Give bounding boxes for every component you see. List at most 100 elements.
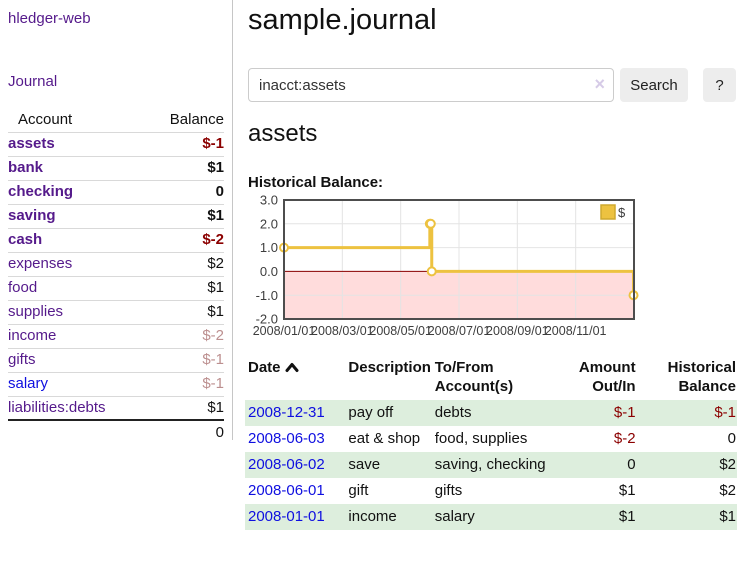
sidebar-account-saving[interactable]: saving xyxy=(8,207,56,224)
account-column-header: Account xyxy=(8,108,139,133)
transaction-description: eat & shop xyxy=(348,430,421,447)
account-balance: $1 xyxy=(138,204,224,229)
x-axis-tick-label: 2008/03/01 xyxy=(311,324,374,338)
register-table: Date Description To/From Account(s) Amou… xyxy=(245,356,737,530)
chart-title: Historical Balance: xyxy=(248,174,384,191)
account-row: salary $-1 xyxy=(8,372,224,397)
account-row: expenses $2 xyxy=(8,252,224,277)
register-row: 2008-01-01 income salary $1 $1 xyxy=(245,504,737,530)
account-row: checking 0 xyxy=(8,180,224,205)
transaction-accounts: saving, checking xyxy=(431,452,549,478)
transaction-balance: $-1 xyxy=(636,400,737,426)
chart-canvas: 3.0 2.0 1.0 0.0 -1.0 -2.02008/01/012008/03/01… xyxy=(253,193,639,338)
transaction-accounts: debts xyxy=(431,400,549,426)
sort-ascending-icon xyxy=(285,359,299,378)
sidebar-account-expenses[interactable]: expenses xyxy=(8,255,73,272)
account-balance-table: Account Balance assets $-1 bank $1 check… xyxy=(8,108,224,444)
accounts-total-row: 0 xyxy=(8,419,224,444)
account-balance: $-1 xyxy=(138,348,224,373)
legend-label: $ xyxy=(618,205,626,220)
transaction-accounts: salary xyxy=(431,504,549,530)
account-row: income $-2 xyxy=(8,324,224,349)
account-row: cash $-2 xyxy=(8,228,224,253)
sidebar-account-checking[interactable]: checking xyxy=(8,183,74,200)
historical-balance-chart: 3.0 2.0 1.0 0.0 -1.0 -2.0 2008/01/01 2008/03/01… xyxy=(248,192,718,342)
accounts-total: 0 xyxy=(138,419,224,444)
y-axis-tick-label: -2.0 xyxy=(256,312,278,327)
transaction-description: gift xyxy=(348,482,369,499)
account-row: bank $1 xyxy=(8,156,224,181)
x-axis-tick-label: 2008/07/01 xyxy=(428,324,491,338)
sidebar-account-food[interactable]: food xyxy=(8,279,38,296)
x-axis-tick-label: 2008/01/01 xyxy=(253,324,316,338)
account-row: gifts $-1 xyxy=(8,348,224,373)
main-content: sample.journal × Search ? assets Histori… xyxy=(245,0,737,530)
transaction-balance: $1 xyxy=(636,504,737,530)
y-axis-tick-label: 2.0 xyxy=(260,216,278,231)
account-row: food $1 xyxy=(8,276,224,301)
sidebar-account-cash[interactable]: cash xyxy=(8,231,43,248)
y-axis-tick-label: -1.0 xyxy=(256,288,278,303)
transaction-balance: $2 xyxy=(636,452,737,478)
transaction-balance: 0 xyxy=(727,430,736,447)
date-column-header[interactable]: Date xyxy=(245,356,345,400)
brand-link[interactable]: hledger-web xyxy=(8,10,91,27)
transaction-amount: $-1 xyxy=(548,400,637,426)
y-axis-tick-label: 1.0 xyxy=(260,240,278,255)
help-button[interactable]: ? xyxy=(703,68,736,102)
transaction-accounts: gifts xyxy=(434,482,463,499)
x-axis-tick-label: 2008/11/01 xyxy=(545,324,607,338)
register-row: 2008-06-03 eat & shop food, supplies $-2… xyxy=(245,426,737,452)
clear-search-icon[interactable]: × xyxy=(594,74,605,94)
account-row: assets $-1 xyxy=(8,132,224,157)
amount-column-header: Amount Out/In xyxy=(578,359,636,395)
transaction-date-link[interactable]: 2008-12-31 xyxy=(248,404,325,421)
sidebar-item-journal[interactable]: Journal xyxy=(8,73,58,90)
register-row: 2008-06-01 gift gifts $1 $2 xyxy=(245,478,737,504)
account-balance: $1 xyxy=(138,156,224,181)
sidebar-account-supplies[interactable]: supplies xyxy=(8,303,64,320)
account-column-header: To/From Account(s) xyxy=(434,359,514,395)
account-row: supplies $1 xyxy=(8,300,224,325)
account-row: liabilities:debts $1 xyxy=(8,396,224,421)
legend-swatch xyxy=(600,204,616,220)
transaction-balance: $2 xyxy=(719,482,736,499)
data-point xyxy=(425,218,436,229)
plot-border xyxy=(283,199,635,320)
register-row: 2008-06-02 save saving, checking 0 $2 xyxy=(245,452,737,478)
sidebar-account-assets[interactable]: assets xyxy=(8,135,55,152)
x-axis-tick-label: 2008/09/01 xyxy=(486,324,549,338)
transaction-amount: $1 xyxy=(618,482,636,499)
sidebar-account-liabilities-debts[interactable]: liabilities:debts xyxy=(8,398,106,416)
account-balance: $1 xyxy=(138,396,224,421)
transaction-date-link[interactable]: 2008-06-03 xyxy=(248,430,325,447)
transaction-date-link[interactable]: 2008-06-01 xyxy=(248,482,325,499)
register-header-row: Date Description To/From Account(s) Amou… xyxy=(245,356,737,400)
data-point xyxy=(426,266,437,277)
transaction-date-link[interactable]: 2008-01-01 xyxy=(248,508,325,525)
sidebar: hledger-web Journal Account Balance asse… xyxy=(0,0,233,444)
sidebar-account-salary[interactable]: salary xyxy=(8,375,49,392)
sidebar-account-bank[interactable]: bank xyxy=(8,159,44,176)
transaction-amount: $1 xyxy=(548,504,637,530)
search-button[interactable]: Search xyxy=(620,68,688,102)
sidebar-account-income[interactable]: income xyxy=(8,327,57,344)
account-row: saving $1 xyxy=(8,204,224,229)
account-balance: $2 xyxy=(138,252,224,277)
transaction-date-link[interactable]: 2008-06-02 xyxy=(248,456,325,473)
transaction-amount: $-2 xyxy=(613,430,636,447)
account-balance: $1 xyxy=(138,300,224,325)
transaction-amount: 0 xyxy=(548,452,637,478)
balance-column-header: Balance xyxy=(138,108,224,133)
balance-column-header: Historical Balance xyxy=(667,359,736,395)
account-balance: $-1 xyxy=(138,372,224,397)
account-balance: $-2 xyxy=(138,228,224,253)
sidebar-account-gifts[interactable]: gifts xyxy=(8,351,36,368)
account-table-header: Account Balance xyxy=(8,108,224,133)
account-balance: $-2 xyxy=(138,324,224,349)
account-balance: $1 xyxy=(138,276,224,301)
x-axis-tick-label: 2008/05/01 xyxy=(369,324,432,338)
description-column-header: Description xyxy=(348,359,431,376)
page-title: sample.journal xyxy=(248,4,437,36)
search-input[interactable] xyxy=(248,68,614,102)
